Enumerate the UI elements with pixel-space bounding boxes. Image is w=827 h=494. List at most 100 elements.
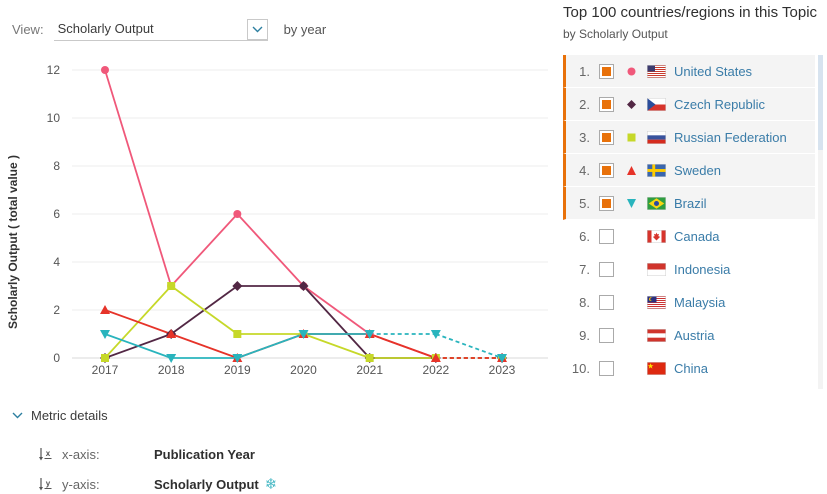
metric-select-value: Scholarly Output: [57, 21, 154, 36]
flag-slot: [647, 230, 666, 243]
country-row-cn: 10. China: [563, 352, 815, 385]
scrollbar-thumb[interactable]: [818, 55, 823, 150]
flag-icon-ca: [647, 230, 666, 243]
data-point-brazil[interactable]: [298, 330, 309, 339]
flag-icon-at: [647, 329, 666, 342]
panel-subtitle: by Scholarly Output: [563, 27, 668, 41]
checkbox-fill: [602, 66, 611, 76]
data-point-russian-federation[interactable]: [233, 330, 242, 338]
checked-checkbox[interactable]: [599, 195, 614, 211]
data-point-brazil[interactable]: [430, 330, 441, 339]
country-link[interactable]: Czech Republic: [674, 96, 766, 112]
checked-checkbox[interactable]: [599, 129, 614, 145]
flag-slot: [647, 296, 666, 309]
by-year-label: by year: [283, 22, 327, 37]
data-point-united-states[interactable]: [233, 210, 242, 218]
data-point-sweden[interactable]: [100, 305, 110, 314]
data-point-russian-federation[interactable]: [365, 354, 374, 362]
country-row-ru: 3. Russian Federation: [563, 121, 815, 154]
rank-label: 7.: [579, 262, 590, 277]
series-line-united-states: [236, 213, 305, 287]
y-tick-label: 12: [47, 63, 61, 77]
data-point-czech-republic[interactable]: [232, 281, 243, 291]
country-link[interactable]: China: [674, 361, 708, 376]
metric-details-section: Metric details x x-axis: Publication Year y…: [12, 408, 277, 494]
data-point-brazil[interactable]: [166, 354, 177, 363]
flag-slot: [647, 64, 666, 78]
rank-label: 3.: [579, 129, 590, 145]
unchecked-checkbox[interactable]: [599, 361, 614, 376]
flag-slot: [647, 362, 666, 375]
rank-label: 10.: [571, 361, 590, 376]
line-chart-canvas[interactable]: 0 2 4 6 8 10 12 2017 2018 2019 2020 2021 2022 2023 Sch…: [0, 52, 552, 390]
country-link[interactable]: Russian Federation: [674, 129, 787, 145]
flag-slot: [647, 196, 666, 210]
flag-icon-us: [647, 64, 666, 78]
y-tick-label: 0: [53, 351, 60, 365]
metric-detail-row: x x-axis: Publication Year: [12, 439, 277, 469]
view-label: View:: [12, 22, 44, 37]
axis-label: x-axis:: [62, 446, 100, 462]
country-link[interactable]: Malaysia: [674, 295, 726, 310]
series-line-sweden: [369, 333, 437, 359]
country-row-br: 5. Brazil: [563, 187, 815, 220]
country-link[interactable]: Sweden: [674, 162, 721, 178]
series-line-brazil: [237, 333, 304, 359]
metric-details-rows: x x-axis: Publication Year y y-axis: Scholarl…: [12, 439, 277, 494]
unchecked-checkbox[interactable]: [599, 229, 614, 244]
data-point-sweden[interactable]: [430, 353, 441, 362]
x-tick-label: 2018: [158, 363, 185, 377]
series-line-united-states: [170, 213, 239, 287]
unchecked-checkbox[interactable]: [599, 295, 614, 310]
series-line-czech-republic: [302, 285, 371, 359]
data-point-russian-federation[interactable]: [101, 354, 109, 362]
metric-select-dropdown[interactable]: Scholarly Output: [53, 16, 268, 41]
data-point-russian-federation[interactable]: [167, 282, 176, 290]
triangle-down-marker-icon: [626, 198, 636, 208]
country-link[interactable]: Canada: [674, 229, 720, 244]
axis-label: y-axis:: [62, 476, 100, 492]
metric-details-toggle[interactable]: Metric details: [12, 408, 277, 423]
data-point-united-states[interactable]: [101, 66, 109, 74]
country-row-id: 7. Indonesia: [563, 253, 815, 286]
chevron-down-icon: [252, 26, 263, 33]
country-link[interactable]: United States: [674, 63, 753, 79]
rank-label: 5.: [579, 195, 590, 211]
diamond-marker-icon: [626, 99, 636, 109]
x-tick-label: 2019: [224, 363, 251, 377]
unchecked-checkbox[interactable]: [599, 262, 614, 277]
series-marker-slot: [625, 133, 637, 142]
data-point-sweden[interactable]: [166, 329, 177, 338]
y-axis-title: Scholarly Output ( total value ): [6, 155, 20, 329]
scrollbar[interactable]: [818, 55, 823, 389]
y-tick-label: 8: [53, 159, 60, 173]
x-tick-label: 2023: [489, 363, 516, 377]
data-point-brazil[interactable]: [232, 354, 243, 363]
data-point-brazil[interactable]: [100, 330, 110, 339]
series-marker-slot: [625, 198, 637, 208]
flag-slot: [647, 263, 666, 276]
flag-icon-br: [647, 196, 666, 210]
checked-checkbox[interactable]: [599, 162, 614, 178]
rank-label: 2.: [579, 96, 590, 112]
country-link[interactable]: Austria: [674, 328, 715, 343]
checked-checkbox[interactable]: [599, 63, 614, 79]
checked-checkbox[interactable]: [599, 96, 614, 112]
series-line-russian-federation: [170, 285, 238, 335]
data-point-brazil[interactable]: [364, 330, 375, 339]
country-row-my: 8. Malaysia: [563, 286, 815, 319]
flag-slot: [647, 130, 666, 144]
data-point-czech-republic[interactable]: [298, 281, 309, 291]
snowflake-icon[interactable]: ❄: [264, 475, 278, 493]
country-row-us: 1. United States: [563, 55, 815, 88]
data-point-brazil[interactable]: [497, 354, 508, 363]
country-link[interactable]: Indonesia: [674, 262, 731, 277]
country-link[interactable]: Brazil: [674, 195, 707, 211]
metric-detail-row: y y-axis: Scholarly Output ❄: [12, 469, 277, 494]
dropdown-button[interactable]: [246, 19, 268, 40]
series-line-brazil: [104, 333, 172, 359]
flag-slot: [647, 163, 666, 177]
unchecked-checkbox[interactable]: [599, 328, 614, 343]
y-tick-label: 10: [47, 111, 61, 125]
